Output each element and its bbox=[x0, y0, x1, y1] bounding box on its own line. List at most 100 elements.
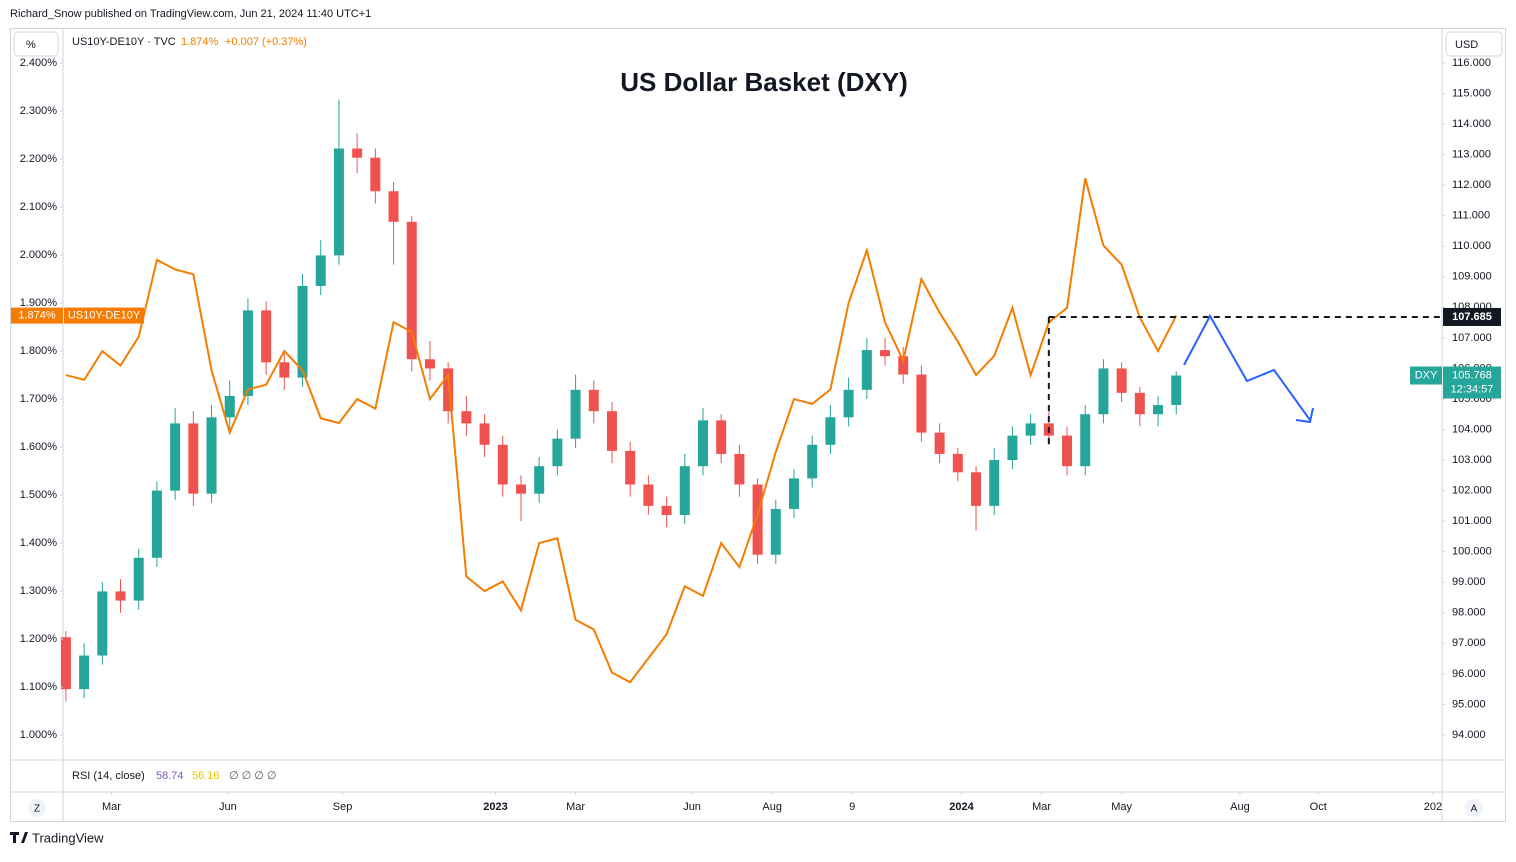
rsi-label: RSI (14, close) bbox=[72, 770, 145, 782]
y-tick-label: 1.700% bbox=[20, 393, 58, 405]
candle-body bbox=[1007, 435, 1018, 461]
level-tag bbox=[1443, 307, 1501, 326]
candle-body bbox=[406, 221, 417, 360]
auto-button[interactable] bbox=[1465, 799, 1483, 817]
y-tick-label: 95.000 bbox=[1452, 698, 1486, 710]
candle-body bbox=[807, 444, 818, 479]
candle-body bbox=[188, 423, 199, 494]
candle-body bbox=[643, 484, 654, 506]
line-series bbox=[65, 178, 1178, 684]
candle-body bbox=[898, 356, 909, 375]
candle-body bbox=[697, 420, 708, 467]
series-tag-value: 1.874% bbox=[18, 309, 56, 321]
y-tick-label: 2.200% bbox=[20, 153, 58, 165]
candle-body bbox=[770, 508, 781, 555]
candle-body bbox=[388, 191, 399, 222]
candle-body bbox=[333, 148, 344, 256]
candle-body bbox=[789, 478, 800, 509]
y-tick-label: 98.000 bbox=[1452, 607, 1486, 619]
right-unit-box[interactable] bbox=[1445, 31, 1503, 57]
x-tick-label: May bbox=[1111, 801, 1132, 813]
candle-body bbox=[734, 453, 745, 485]
candle-body bbox=[971, 472, 982, 506]
price-tag bbox=[1443, 366, 1501, 399]
level-tag-text: 107.685 bbox=[1452, 311, 1492, 323]
candle-body bbox=[916, 374, 927, 433]
candle-body bbox=[497, 444, 508, 485]
candle-body bbox=[552, 438, 563, 467]
candle-body bbox=[1098, 368, 1109, 415]
y-tick-label: 1.100% bbox=[20, 681, 58, 693]
candle-body bbox=[752, 484, 763, 555]
x-tick-label: Aug bbox=[762, 801, 782, 813]
candle-body bbox=[170, 423, 181, 491]
candle-body bbox=[679, 466, 690, 516]
candle-body bbox=[843, 389, 854, 418]
price-tag-value: 105.768 bbox=[1452, 369, 1492, 381]
projection-arrow bbox=[1183, 313, 1311, 421]
y-tick-label: 101.000 bbox=[1452, 515, 1492, 527]
candle-body bbox=[716, 420, 727, 454]
candle-body bbox=[97, 591, 108, 656]
candle-body bbox=[479, 423, 490, 445]
y-tick-label: 104.000 bbox=[1452, 423, 1492, 435]
y-tick-label: 2.100% bbox=[20, 201, 58, 213]
y-tick-label: 1.800% bbox=[20, 345, 58, 357]
y-tick-label: 1.500% bbox=[20, 489, 58, 501]
candle-body bbox=[1080, 414, 1091, 467]
x-tick-label: Jun bbox=[683, 801, 701, 813]
y-tick-label: 109.000 bbox=[1452, 271, 1492, 283]
right-unit: USD bbox=[1455, 39, 1478, 51]
y-tick-label: 102.000 bbox=[1452, 485, 1492, 497]
candle-body bbox=[151, 490, 162, 558]
candle-body bbox=[115, 591, 126, 601]
price-tag bbox=[1410, 366, 1442, 385]
left-unit-box[interactable] bbox=[13, 31, 59, 57]
y-tick-label: 2.000% bbox=[20, 249, 58, 261]
left-unit: % bbox=[26, 39, 36, 51]
y-tick-label: 97.000 bbox=[1452, 637, 1486, 649]
candle-body bbox=[588, 389, 599, 412]
y-tick-label: 1.000% bbox=[20, 729, 58, 741]
candle-body bbox=[1153, 405, 1164, 415]
candle-body bbox=[861, 350, 872, 390]
candle-body bbox=[279, 362, 290, 378]
candle-body bbox=[934, 432, 945, 454]
y-tick-label: 1.200% bbox=[20, 633, 58, 645]
y-tick-label: 107.000 bbox=[1452, 332, 1492, 344]
x-tick-label: 202 bbox=[1424, 801, 1442, 813]
candle-body bbox=[1116, 368, 1127, 393]
footer-brand: TradingView bbox=[32, 830, 104, 845]
candle-body bbox=[1025, 423, 1036, 436]
zoom-button[interactable] bbox=[28, 799, 46, 817]
legend-change: +0.007 (+0.37%) bbox=[225, 36, 307, 48]
candle-body bbox=[534, 466, 545, 494]
y-tick-label: 113.000 bbox=[1452, 149, 1491, 161]
candle-body bbox=[79, 655, 90, 690]
legend-label: US10Y-DE10Y · TVC bbox=[72, 36, 176, 48]
y-tick-label: 1.600% bbox=[20, 441, 58, 453]
x-tick-label: Jun bbox=[219, 801, 237, 813]
y-tick-label: 1.900% bbox=[20, 297, 58, 309]
x-tick-label: Sep bbox=[333, 801, 353, 813]
series-tag-name: US10Y-DE10Y bbox=[68, 309, 141, 321]
candle-body bbox=[60, 637, 71, 690]
y-tick-label: 110.000 bbox=[1452, 240, 1491, 252]
candle-body bbox=[952, 453, 963, 473]
candle-body bbox=[606, 411, 617, 451]
candle-body bbox=[352, 148, 363, 158]
rsi-extra: ∅ ∅ ∅ ∅ bbox=[229, 770, 277, 782]
candle-body bbox=[133, 557, 144, 601]
frame bbox=[10, 28, 1506, 822]
y-tick-label: 96.000 bbox=[1452, 668, 1486, 680]
candle-body bbox=[315, 255, 326, 286]
candle-body bbox=[880, 350, 891, 357]
x-tick-label: 9 bbox=[849, 801, 855, 813]
y-tick-label: 99.000 bbox=[1452, 576, 1486, 588]
auto-label: A bbox=[1471, 804, 1478, 815]
y-tick-label: 111.000 bbox=[1452, 210, 1490, 222]
candle-body bbox=[297, 285, 308, 378]
candle-body bbox=[661, 505, 672, 516]
arrow-head bbox=[1295, 407, 1314, 424]
